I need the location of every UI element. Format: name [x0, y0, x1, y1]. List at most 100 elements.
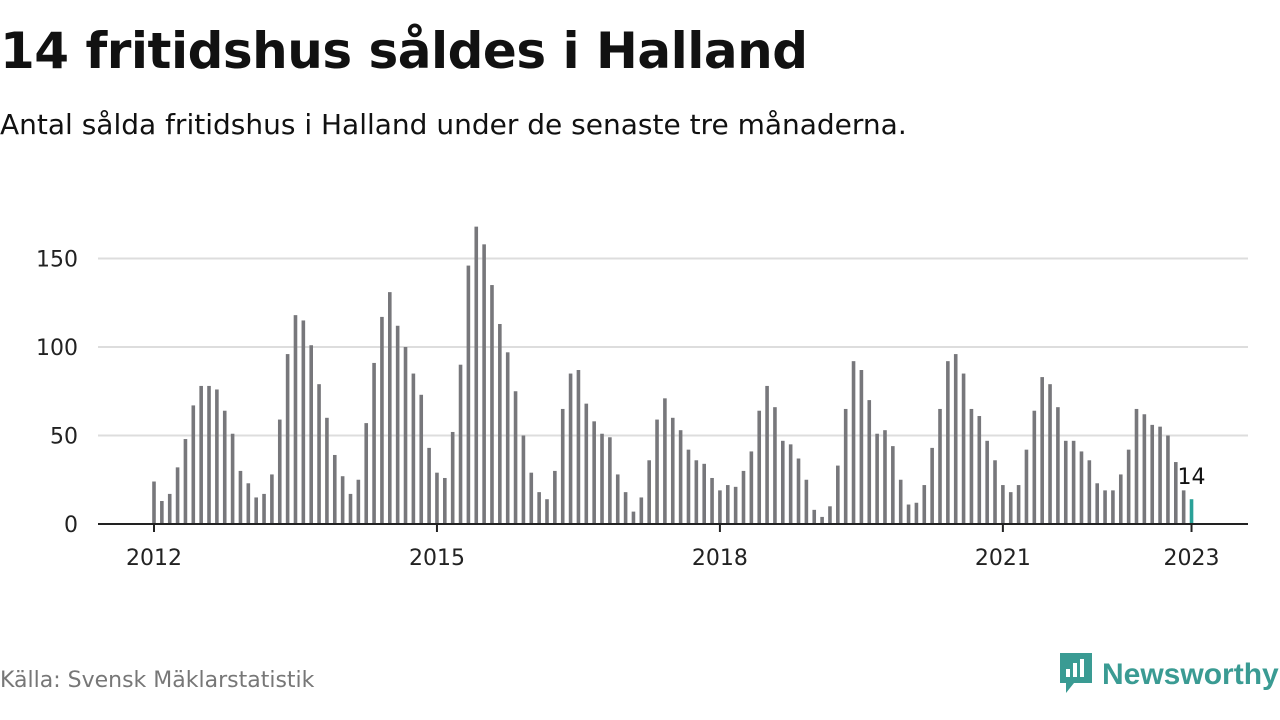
- bar: [639, 497, 644, 524]
- bar: [1079, 451, 1084, 524]
- bar: [568, 373, 573, 524]
- bar: [521, 435, 526, 524]
- bar: [851, 361, 856, 524]
- bar: [1134, 408, 1139, 524]
- bar: [1166, 435, 1170, 524]
- bar: [655, 419, 659, 524]
- bar: [733, 486, 738, 524]
- bar: [167, 493, 172, 524]
- bar: [584, 403, 589, 524]
- bar: [332, 454, 337, 524]
- bar: [592, 421, 596, 524]
- bar: [411, 373, 416, 524]
- bar: [1024, 449, 1029, 524]
- bar: [207, 385, 211, 524]
- y-tick-label: 100: [36, 336, 78, 361]
- bar: [152, 481, 156, 524]
- bar: [938, 408, 942, 524]
- x-tick-label: 2021: [975, 546, 1031, 571]
- y-axis-ticks: 0 50 100 150: [36, 248, 78, 539]
- bar: [553, 470, 557, 524]
- bar: [576, 370, 581, 524]
- bar: [686, 449, 691, 524]
- bar: [993, 460, 997, 524]
- bar: [372, 362, 376, 524]
- bar: [1040, 377, 1044, 524]
- bar: [175, 467, 180, 524]
- bar: [380, 316, 384, 524]
- bar: [395, 325, 400, 524]
- bar: [348, 493, 353, 524]
- bar: [450, 431, 455, 524]
- bar: [222, 410, 227, 524]
- bar: [230, 433, 235, 524]
- bar: [301, 320, 306, 524]
- bar: [906, 504, 911, 524]
- bar: [1008, 492, 1013, 524]
- bar: [482, 244, 486, 524]
- bar: [1016, 485, 1021, 524]
- bar: [270, 474, 274, 524]
- bar: [1174, 462, 1178, 524]
- bar: [977, 416, 982, 524]
- bar: [262, 493, 266, 524]
- bar: [458, 364, 463, 524]
- bar: [199, 385, 203, 524]
- bar: [718, 490, 722, 524]
- bar: [419, 394, 424, 524]
- bar: [513, 391, 518, 524]
- bar: [804, 479, 809, 524]
- bar: [285, 354, 290, 524]
- bar: [356, 479, 361, 524]
- last-value-label: 14: [1178, 465, 1206, 490]
- bar: [820, 516, 824, 524]
- bar: [891, 446, 895, 524]
- bar: [867, 400, 872, 524]
- bar: [529, 472, 534, 524]
- bar: [647, 460, 651, 524]
- bar: [277, 419, 282, 524]
- bar: [749, 451, 754, 524]
- bar: [498, 323, 502, 524]
- bar: [309, 345, 313, 524]
- brand-name: Newsworthy: [1102, 658, 1279, 691]
- bar: [836, 465, 840, 524]
- bar-highlight: [1189, 499, 1194, 524]
- bar: [985, 440, 989, 524]
- bar: [875, 433, 879, 524]
- bar: [946, 361, 950, 524]
- bar: [1071, 440, 1076, 524]
- bar: [364, 423, 369, 524]
- bar: [1103, 490, 1107, 524]
- x-axis-ticks: 2012 2015 2018 2021 2023: [126, 524, 1220, 571]
- y-tick-label: 50: [50, 425, 78, 450]
- bar: [608, 437, 612, 524]
- gridlines: [98, 257, 1248, 437]
- bar: [1032, 410, 1037, 524]
- bar: [930, 447, 934, 524]
- bar: [537, 492, 541, 524]
- bar: [1048, 384, 1052, 524]
- bar: [317, 384, 321, 524]
- bar: [443, 477, 447, 524]
- bar: [914, 502, 919, 524]
- bar: [505, 352, 510, 524]
- bar: [293, 315, 298, 524]
- bar: [490, 285, 494, 524]
- bar: [254, 497, 258, 524]
- bar: [922, 485, 927, 524]
- bar: [670, 417, 675, 524]
- bar: [435, 472, 439, 524]
- bar: [765, 385, 769, 524]
- brand-logo[interactable]: Newsworthy: [1058, 652, 1279, 698]
- bar: [1001, 485, 1005, 524]
- bar: [560, 408, 565, 524]
- bar: [898, 479, 903, 524]
- bar: [678, 430, 683, 524]
- bar: [215, 389, 219, 524]
- bar: [796, 458, 801, 524]
- x-tick-label: 2012: [126, 546, 182, 571]
- bar: [812, 509, 817, 524]
- bar: [725, 485, 730, 524]
- bar: [340, 476, 345, 524]
